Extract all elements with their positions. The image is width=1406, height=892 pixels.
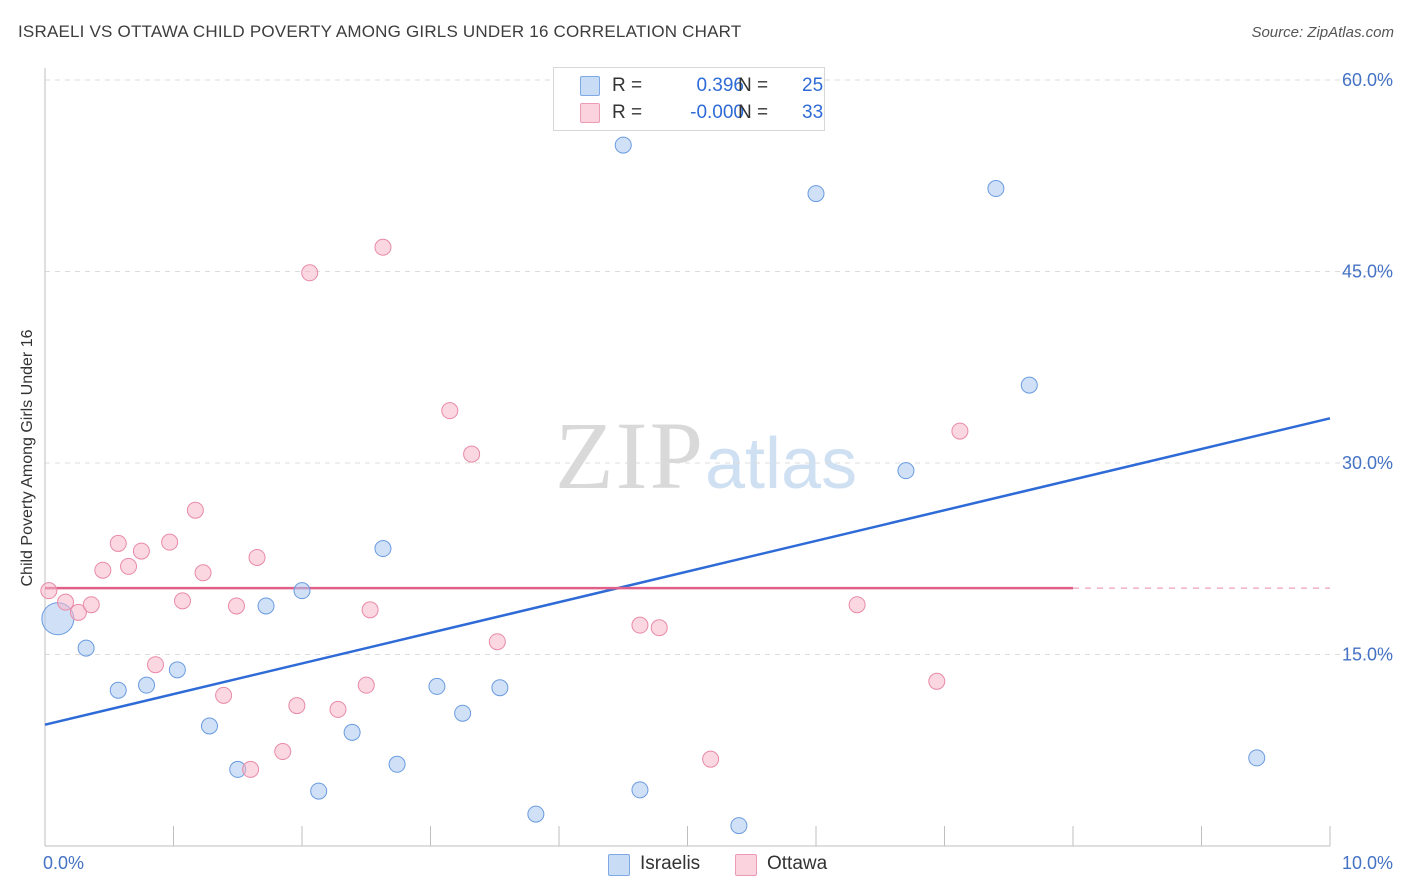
ottawa-point bbox=[848, 596, 866, 614]
ottawa-point bbox=[161, 533, 179, 551]
ottawa-point bbox=[441, 402, 459, 420]
stats-swatch-israelis bbox=[580, 76, 600, 96]
legend-swatch-israelis bbox=[608, 854, 630, 876]
israelis-trend-line bbox=[44, 417, 1331, 726]
ottawa-point bbox=[242, 760, 260, 778]
watermark: ZIPatlas bbox=[555, 400, 857, 511]
correlation-stats-box: R = 0.396 N = 25 R = -0.000 N = 33 bbox=[553, 67, 825, 131]
legend-label-ottawa: Ottawa bbox=[767, 853, 828, 874]
ottawa-point bbox=[928, 672, 946, 690]
trend-lines bbox=[44, 417, 1331, 726]
watermark-zip: ZIP bbox=[555, 402, 705, 509]
n-value: 33 bbox=[802, 102, 824, 123]
legend-swatch-ottawa bbox=[735, 854, 757, 876]
israelis-point bbox=[374, 540, 392, 558]
ottawa-point bbox=[186, 501, 204, 519]
israelis-point bbox=[807, 185, 825, 203]
x-tick-label: 10.0% bbox=[1342, 853, 1393, 873]
israelis-point bbox=[987, 180, 1005, 198]
n-value: 25 bbox=[802, 75, 824, 96]
ottawa-point bbox=[357, 676, 375, 694]
ottawa-point bbox=[109, 534, 127, 552]
ottawa-point bbox=[94, 561, 112, 579]
israelis-point bbox=[77, 639, 95, 657]
ottawa-point bbox=[329, 700, 347, 718]
israelis-point bbox=[631, 781, 649, 799]
israelis-point bbox=[730, 817, 748, 835]
ottawa-point bbox=[301, 264, 319, 282]
ottawa-point bbox=[40, 582, 58, 600]
ottawa-point bbox=[227, 597, 245, 615]
ottawa-point bbox=[82, 596, 100, 614]
tick-labels: 15.0% 30.0% 45.0% 60.0% 0.0% 10.0% bbox=[43, 70, 1393, 873]
ottawa-point bbox=[463, 445, 481, 463]
ottawa-point bbox=[288, 697, 306, 715]
n-label: N = bbox=[738, 102, 769, 123]
israelis-point bbox=[293, 582, 311, 600]
r-value: 0.396 bbox=[696, 75, 744, 96]
legend-label-israelis: Israelis bbox=[640, 853, 701, 874]
israelis-point bbox=[897, 462, 915, 480]
r-label: R = bbox=[612, 102, 643, 123]
israelis-point bbox=[138, 676, 156, 694]
israelis-point bbox=[1020, 376, 1038, 394]
r-value: -0.000 bbox=[690, 102, 744, 123]
israelis-point bbox=[343, 723, 361, 741]
israelis-point bbox=[527, 805, 545, 823]
ottawa-point bbox=[120, 557, 138, 575]
source-label: Source: ZipAtlas.com bbox=[1251, 24, 1394, 41]
ottawa-point bbox=[69, 603, 87, 621]
ottawa-point bbox=[488, 633, 506, 651]
axes bbox=[44, 68, 1331, 847]
ottawa-point bbox=[650, 619, 668, 637]
ottawa-point bbox=[951, 422, 969, 440]
ottawa-point bbox=[173, 592, 191, 610]
israelis-point bbox=[310, 782, 328, 800]
grid-lines bbox=[45, 79, 1395, 655]
israelis-point bbox=[109, 681, 127, 699]
ottawa-point bbox=[215, 686, 233, 704]
y-tick-label: 30.0% bbox=[1342, 453, 1393, 473]
ottawa-point bbox=[248, 548, 266, 566]
y-tick-label: 60.0% bbox=[1342, 70, 1393, 90]
ottawa-point bbox=[132, 542, 150, 560]
ottawa-point bbox=[274, 743, 292, 761]
chart-title: ISRAELI VS OTTAWA CHILD POVERTY AMONG GI… bbox=[18, 22, 742, 41]
ottawa-point bbox=[631, 616, 649, 634]
israelis-point bbox=[388, 755, 406, 773]
ottawa-point bbox=[361, 601, 379, 619]
data-points bbox=[40, 136, 1266, 835]
ottawa-point bbox=[702, 750, 720, 768]
ottawa-point bbox=[147, 656, 165, 674]
stats-swatch-ottawa bbox=[580, 103, 600, 123]
israelis-point bbox=[200, 717, 218, 735]
ottawa-point bbox=[374, 238, 392, 256]
ottawa-point bbox=[194, 564, 212, 582]
israelis-point bbox=[614, 136, 632, 154]
n-label: N = bbox=[738, 75, 769, 96]
israelis-point bbox=[1248, 749, 1266, 767]
israelis-point bbox=[257, 597, 275, 615]
x-tick-label: 0.0% bbox=[43, 853, 84, 873]
israelis-point bbox=[428, 677, 446, 695]
israelis-point bbox=[454, 704, 472, 722]
watermark-atlas: atlas bbox=[705, 424, 858, 504]
y-tick-label: 15.0% bbox=[1342, 645, 1393, 665]
ottawa-point bbox=[57, 593, 75, 611]
y-tick-label: 45.0% bbox=[1342, 262, 1393, 282]
israelis-point bbox=[491, 679, 509, 697]
r-label: R = bbox=[612, 75, 643, 96]
israelis-point bbox=[168, 661, 186, 679]
